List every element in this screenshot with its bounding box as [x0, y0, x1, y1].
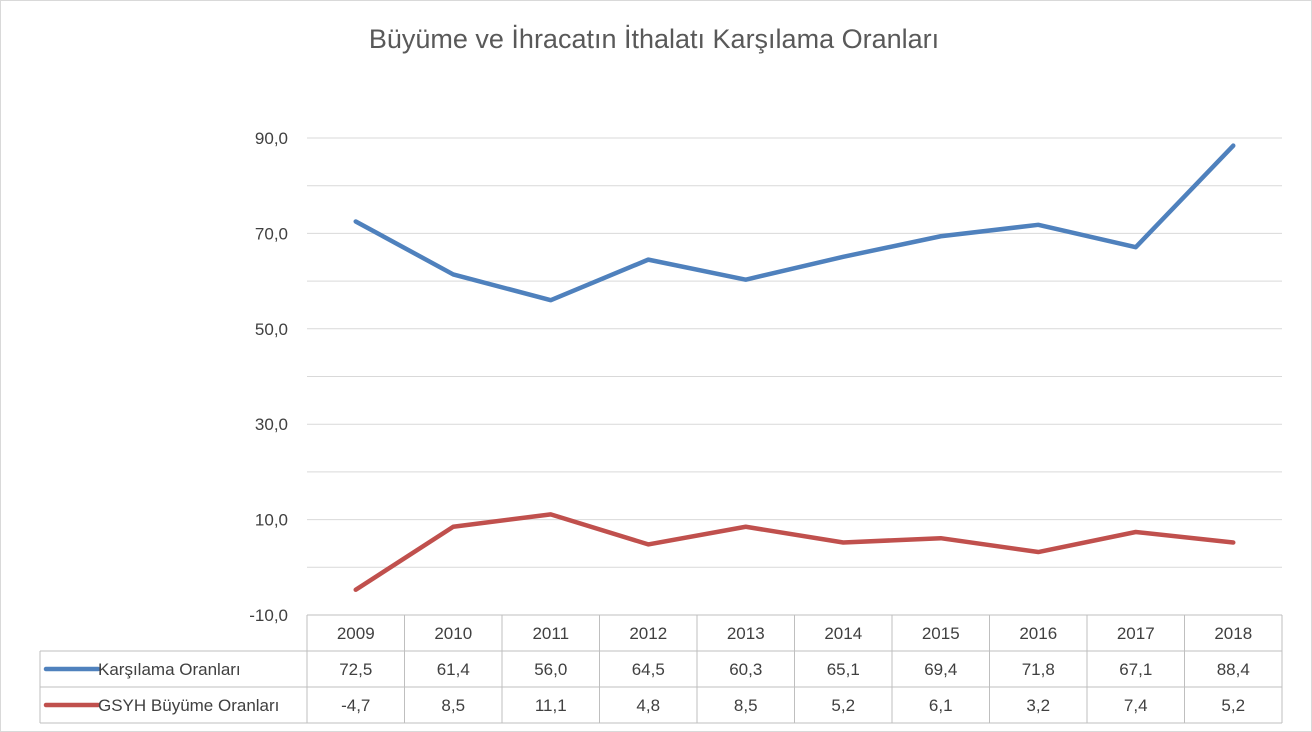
data-label: 11,1 — [535, 696, 567, 715]
data-label: 5,2 — [1221, 696, 1245, 715]
x-tick-label: 2010 — [434, 624, 472, 643]
data-label: 8,5 — [441, 696, 465, 715]
legend-label-1: Karşılama Oranları — [98, 660, 241, 679]
x-tick-label: 2018 — [1214, 624, 1252, 643]
data-label: 5,2 — [831, 696, 855, 715]
y-tick-label: 90,0 — [255, 129, 288, 148]
data-label: 60,3 — [729, 660, 762, 679]
x-tick-label: 2017 — [1117, 624, 1155, 643]
y-tick-label: 10,0 — [255, 511, 288, 530]
data-label: 67,1 — [1119, 660, 1152, 679]
data-label: 4,8 — [636, 696, 660, 715]
data-label: 6,1 — [929, 696, 953, 715]
x-tick-label: 2016 — [1019, 624, 1057, 643]
legend-label-2: GSYH Büyüme Oranları — [98, 696, 279, 715]
data-label: 7,4 — [1124, 696, 1148, 715]
chart-title: Büyüme ve İhracatın İthalatı Karşılama O… — [368, 24, 940, 54]
x-tick-label: 2012 — [629, 624, 667, 643]
series-line-1 — [353, 143, 1236, 303]
data-label: 8,5 — [734, 696, 758, 715]
data-label: 88,4 — [1217, 660, 1250, 679]
data-label: 64,5 — [632, 660, 665, 679]
data-label: 69,4 — [924, 660, 957, 679]
y-tick-label: 30,0 — [255, 415, 288, 434]
data-label: 61,4 — [437, 660, 470, 679]
x-tick-label: 2011 — [532, 624, 569, 643]
x-tick-label: 2014 — [824, 624, 862, 643]
data-label: 65,1 — [827, 660, 860, 679]
y-tick-label: 70,0 — [255, 224, 288, 243]
data-label: 3,2 — [1026, 696, 1050, 715]
series-line-2 — [353, 512, 1236, 592]
data-label: 71,8 — [1022, 660, 1055, 679]
x-tick-label: 2015 — [922, 624, 960, 643]
data-label: -4,7 — [341, 696, 370, 715]
x-tick-label: 2013 — [727, 624, 765, 643]
y-tick-label: 50,0 — [255, 320, 288, 339]
y-tick-label: -10,0 — [249, 606, 288, 625]
x-tick-label: 2009 — [337, 624, 375, 643]
data-label: 72,5 — [339, 660, 372, 679]
data-label: 56,0 — [534, 660, 567, 679]
